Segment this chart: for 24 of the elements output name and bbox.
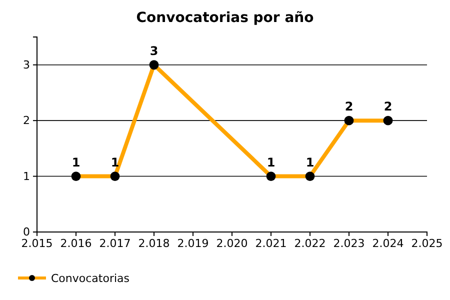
x-tick-label: 2.022 bbox=[294, 236, 326, 250]
x-tick-label: 2.020 bbox=[216, 236, 248, 250]
chart-title: Convocatorias por año bbox=[136, 10, 314, 26]
x-tick-label: 2.021 bbox=[255, 236, 287, 250]
x-tick-label: 2.016 bbox=[60, 236, 92, 250]
data-label: 1 bbox=[306, 155, 314, 170]
data-label: 1 bbox=[72, 155, 80, 170]
data-label: 1 bbox=[266, 155, 276, 170]
x-tick-label: 2.015 bbox=[21, 236, 53, 250]
legend-label: Convocatorias bbox=[51, 272, 130, 285]
y-tick-label: 1 bbox=[23, 170, 30, 183]
y-tick-label: 2 bbox=[23, 114, 30, 128]
x-tick-label: 2.019 bbox=[177, 236, 209, 250]
data-label: 3 bbox=[150, 44, 158, 58]
x-tick-label: 2.024 bbox=[372, 236, 404, 250]
data-label: 2 bbox=[344, 100, 354, 114]
data-label: 1 bbox=[110, 155, 120, 170]
y-tick-label: 3 bbox=[23, 58, 30, 72]
x-tick-label: 2.023 bbox=[333, 236, 365, 250]
x-tick-label: 2.025 bbox=[411, 236, 443, 250]
y-tick-label: 0 bbox=[23, 226, 30, 239]
x-tick-label: 2.017 bbox=[99, 236, 131, 250]
x-tick-label: 2.018 bbox=[138, 236, 170, 250]
data-label: 2 bbox=[384, 100, 392, 114]
